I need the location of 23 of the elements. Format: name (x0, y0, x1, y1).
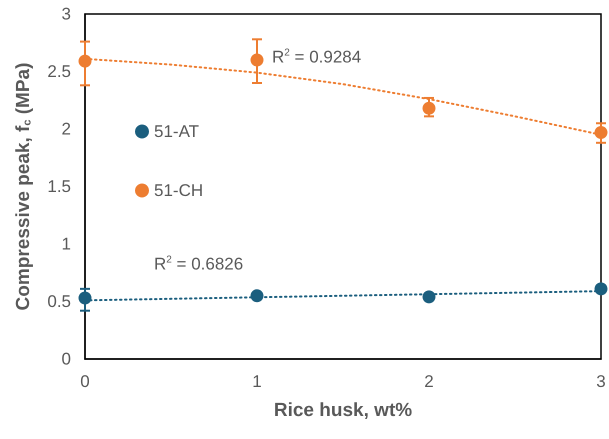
x-tick-label: 2 (424, 372, 434, 391)
point (594, 126, 608, 139)
y-tick-label: 2.5 (47, 62, 71, 81)
x-axis-title: Rice husk, wt% (274, 400, 412, 421)
point (78, 54, 92, 68)
x-tick-label: 1 (252, 372, 262, 391)
point (78, 292, 92, 305)
x-tick-label: 3 (596, 372, 606, 391)
y-axis-title: Compressive peak, fc (MPa) (13, 62, 34, 310)
point (250, 54, 264, 66)
y-tick-label: 1 (62, 234, 71, 254)
y-tick-label: 0 (62, 350, 71, 368)
point (422, 290, 436, 304)
point (250, 289, 264, 302)
point (422, 102, 436, 115)
x-tick-label: 0 (80, 372, 90, 391)
y-tick-label: 1.5 (47, 177, 71, 196)
legend-label: 51-CH (154, 181, 204, 200)
y-tick-label: 0.5 (47, 292, 71, 311)
y-tick-label: 2 (62, 120, 71, 138)
y-tick-label: 3 (62, 4, 71, 24)
legend-label: 51-AT (154, 122, 200, 141)
point (594, 282, 608, 296)
